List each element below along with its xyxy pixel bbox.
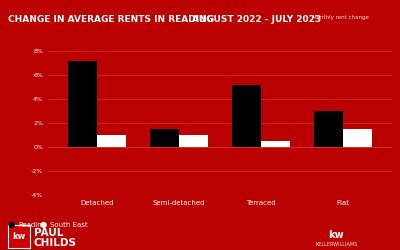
- Text: Reading: Reading: [18, 222, 46, 228]
- Text: kw: kw: [12, 232, 26, 241]
- Bar: [68, 60, 97, 147]
- Bar: [261, 141, 290, 147]
- Bar: [179, 135, 208, 147]
- Text: ●: ●: [8, 220, 15, 230]
- Text: Monthly rent change: Monthly rent change: [312, 15, 369, 20]
- Text: CHANGE IN AVERAGE RENTS IN READING: CHANGE IN AVERAGE RENTS IN READING: [8, 15, 214, 24]
- Bar: [97, 135, 126, 147]
- Text: ●: ●: [40, 220, 47, 230]
- Bar: [232, 84, 261, 147]
- Bar: [314, 111, 343, 147]
- Text: kw: kw: [328, 230, 344, 240]
- Text: PAUL: PAUL: [34, 228, 63, 237]
- Text: KELLERWILLIAMS: KELLERWILLIAMS: [316, 242, 358, 248]
- Bar: [150, 129, 179, 147]
- Text: South East: South East: [50, 222, 88, 228]
- Bar: [343, 129, 372, 147]
- Text: AUGUST 2022 - JULY 2023: AUGUST 2022 - JULY 2023: [192, 15, 321, 24]
- Text: CHILDS: CHILDS: [34, 238, 77, 248]
